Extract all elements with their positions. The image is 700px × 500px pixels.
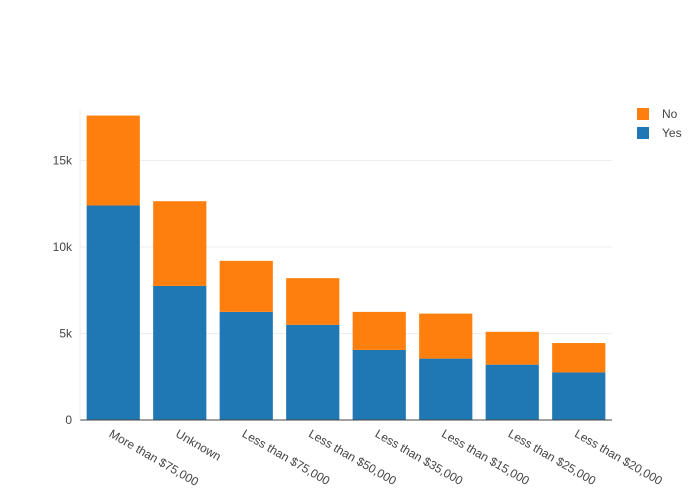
legend-label-no[interactable]: No xyxy=(662,107,678,121)
bar-no-1[interactable] xyxy=(153,201,207,286)
bar-yes-5[interactable] xyxy=(419,358,473,420)
x-tick-label: Unknown xyxy=(173,426,223,463)
bar-no-6[interactable] xyxy=(485,331,539,365)
bars xyxy=(86,115,606,420)
legend: No Yes xyxy=(637,107,682,140)
bar-no-3[interactable] xyxy=(286,278,340,325)
y-tick-label: 15k xyxy=(53,154,73,168)
legend-swatch-yes[interactable] xyxy=(637,127,649,139)
y-tick-label: 5k xyxy=(59,327,73,341)
legend-swatch-no[interactable] xyxy=(637,108,649,120)
bar-yes-7[interactable] xyxy=(552,372,606,420)
bar-yes-4[interactable] xyxy=(352,349,406,420)
bar-yes-0[interactable] xyxy=(86,205,140,420)
bar-no-4[interactable] xyxy=(352,311,406,350)
y-tick-label: 10k xyxy=(53,240,73,254)
bar-yes-2[interactable] xyxy=(219,311,273,420)
bar-no-5[interactable] xyxy=(419,313,473,359)
legend-label-yes[interactable]: Yes xyxy=(662,126,682,140)
bar-no-2[interactable] xyxy=(219,260,273,312)
bar-yes-6[interactable] xyxy=(485,364,539,420)
bar-no-0[interactable] xyxy=(86,115,140,206)
bar-yes-1[interactable] xyxy=(153,285,207,420)
bar-yes-3[interactable] xyxy=(286,324,340,420)
y-tick-label: 0 xyxy=(65,413,72,427)
bar-no-7[interactable] xyxy=(552,343,606,373)
